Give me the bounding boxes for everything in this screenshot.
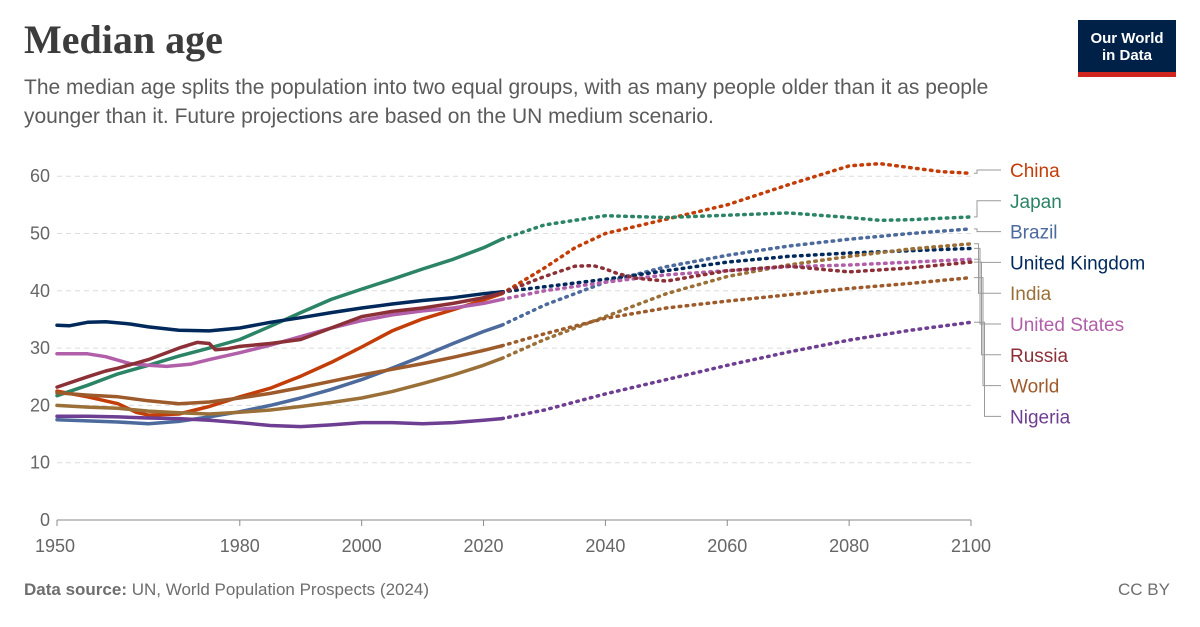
y-tick-label: 30 [30,338,50,358]
leader-line-0 [974,169,1001,174]
series-projection-7 [500,275,973,348]
x-axis: 1950 1980 2000 2020 2040 2060 2080 2100 [35,519,991,556]
series-projection-2 [500,227,973,327]
series-label-8: Nigeria [1010,407,1071,428]
series-label-3: United Kingdom [1010,253,1145,274]
y-tick-label: 60 [30,166,50,186]
chart-title: Median age [24,17,223,62]
logo-line-2: in Data [1101,47,1152,64]
leader-line-4 [974,243,1001,294]
y-tick-label: 40 [30,281,50,301]
owid-logo[interactable]: Our World in Data [1078,20,1176,77]
leader-line-3 [974,247,1001,263]
data-source: Data source: UN, World Population Prospe… [24,580,429,600]
logo-line-1: Our World [1090,30,1164,47]
series-projection-5 [500,257,973,302]
series-line-3 [55,290,504,333]
x-tick-label: 2100 [951,536,991,556]
x-tick-label: 2080 [829,536,869,556]
series-line-4 [55,356,504,416]
y-tick-label: 10 [30,453,50,473]
y-axis-ticks: 0 10 20 30 40 50 60 [30,166,50,530]
series-label-1: Japan [1010,192,1062,213]
x-tick-label: 2020 [464,536,504,556]
leader-line-1 [974,200,1001,218]
series-projection-4 [500,242,973,361]
series-line-7 [55,344,504,406]
series-line-2 [55,323,504,426]
chart-subtitle: The median age splits the population int… [24,76,989,128]
y-tick-label: 0 [40,510,50,530]
data-source-text: UN, World Population Prospects (2024) [131,580,430,599]
series-label-2: Brazil [1010,223,1058,244]
license-link[interactable]: CC BY [1118,580,1170,599]
y-tick-label: 50 [30,224,50,244]
y-tick-label: 20 [30,395,50,415]
series-label-5: United States [1010,315,1124,336]
x-tick-label: 1980 [220,536,260,556]
series-lines [55,161,973,429]
series-label-6: Russia [1010,346,1069,367]
series-line-1 [55,237,504,398]
x-tick-label: 2040 [585,536,625,556]
x-tick-label: 2060 [707,536,747,556]
series-projection-0 [500,161,973,296]
leader-line-5 [974,258,1001,325]
series-projection-6 [500,260,973,295]
leader-line-6 [974,261,1001,356]
x-tick-label: 1950 [35,536,75,556]
series-line-8 [55,414,504,429]
series-line-5 [55,297,504,369]
series-labels: China Japan Brazil United Kingdom India Unite… [974,161,1145,428]
series-label-0: China [1010,161,1060,182]
series-line-6 [55,291,504,389]
leader-line-7 [974,277,1001,387]
series-projection-8 [500,320,973,421]
series-label-7: World [1010,377,1059,398]
leader-line-2 [974,228,1001,233]
data-source-label: Data source: [24,580,127,599]
series-projection-1 [500,211,973,241]
series-label-4: India [1010,284,1052,305]
x-tick-label: 2000 [342,536,382,556]
leader-line-8 [974,321,1001,417]
